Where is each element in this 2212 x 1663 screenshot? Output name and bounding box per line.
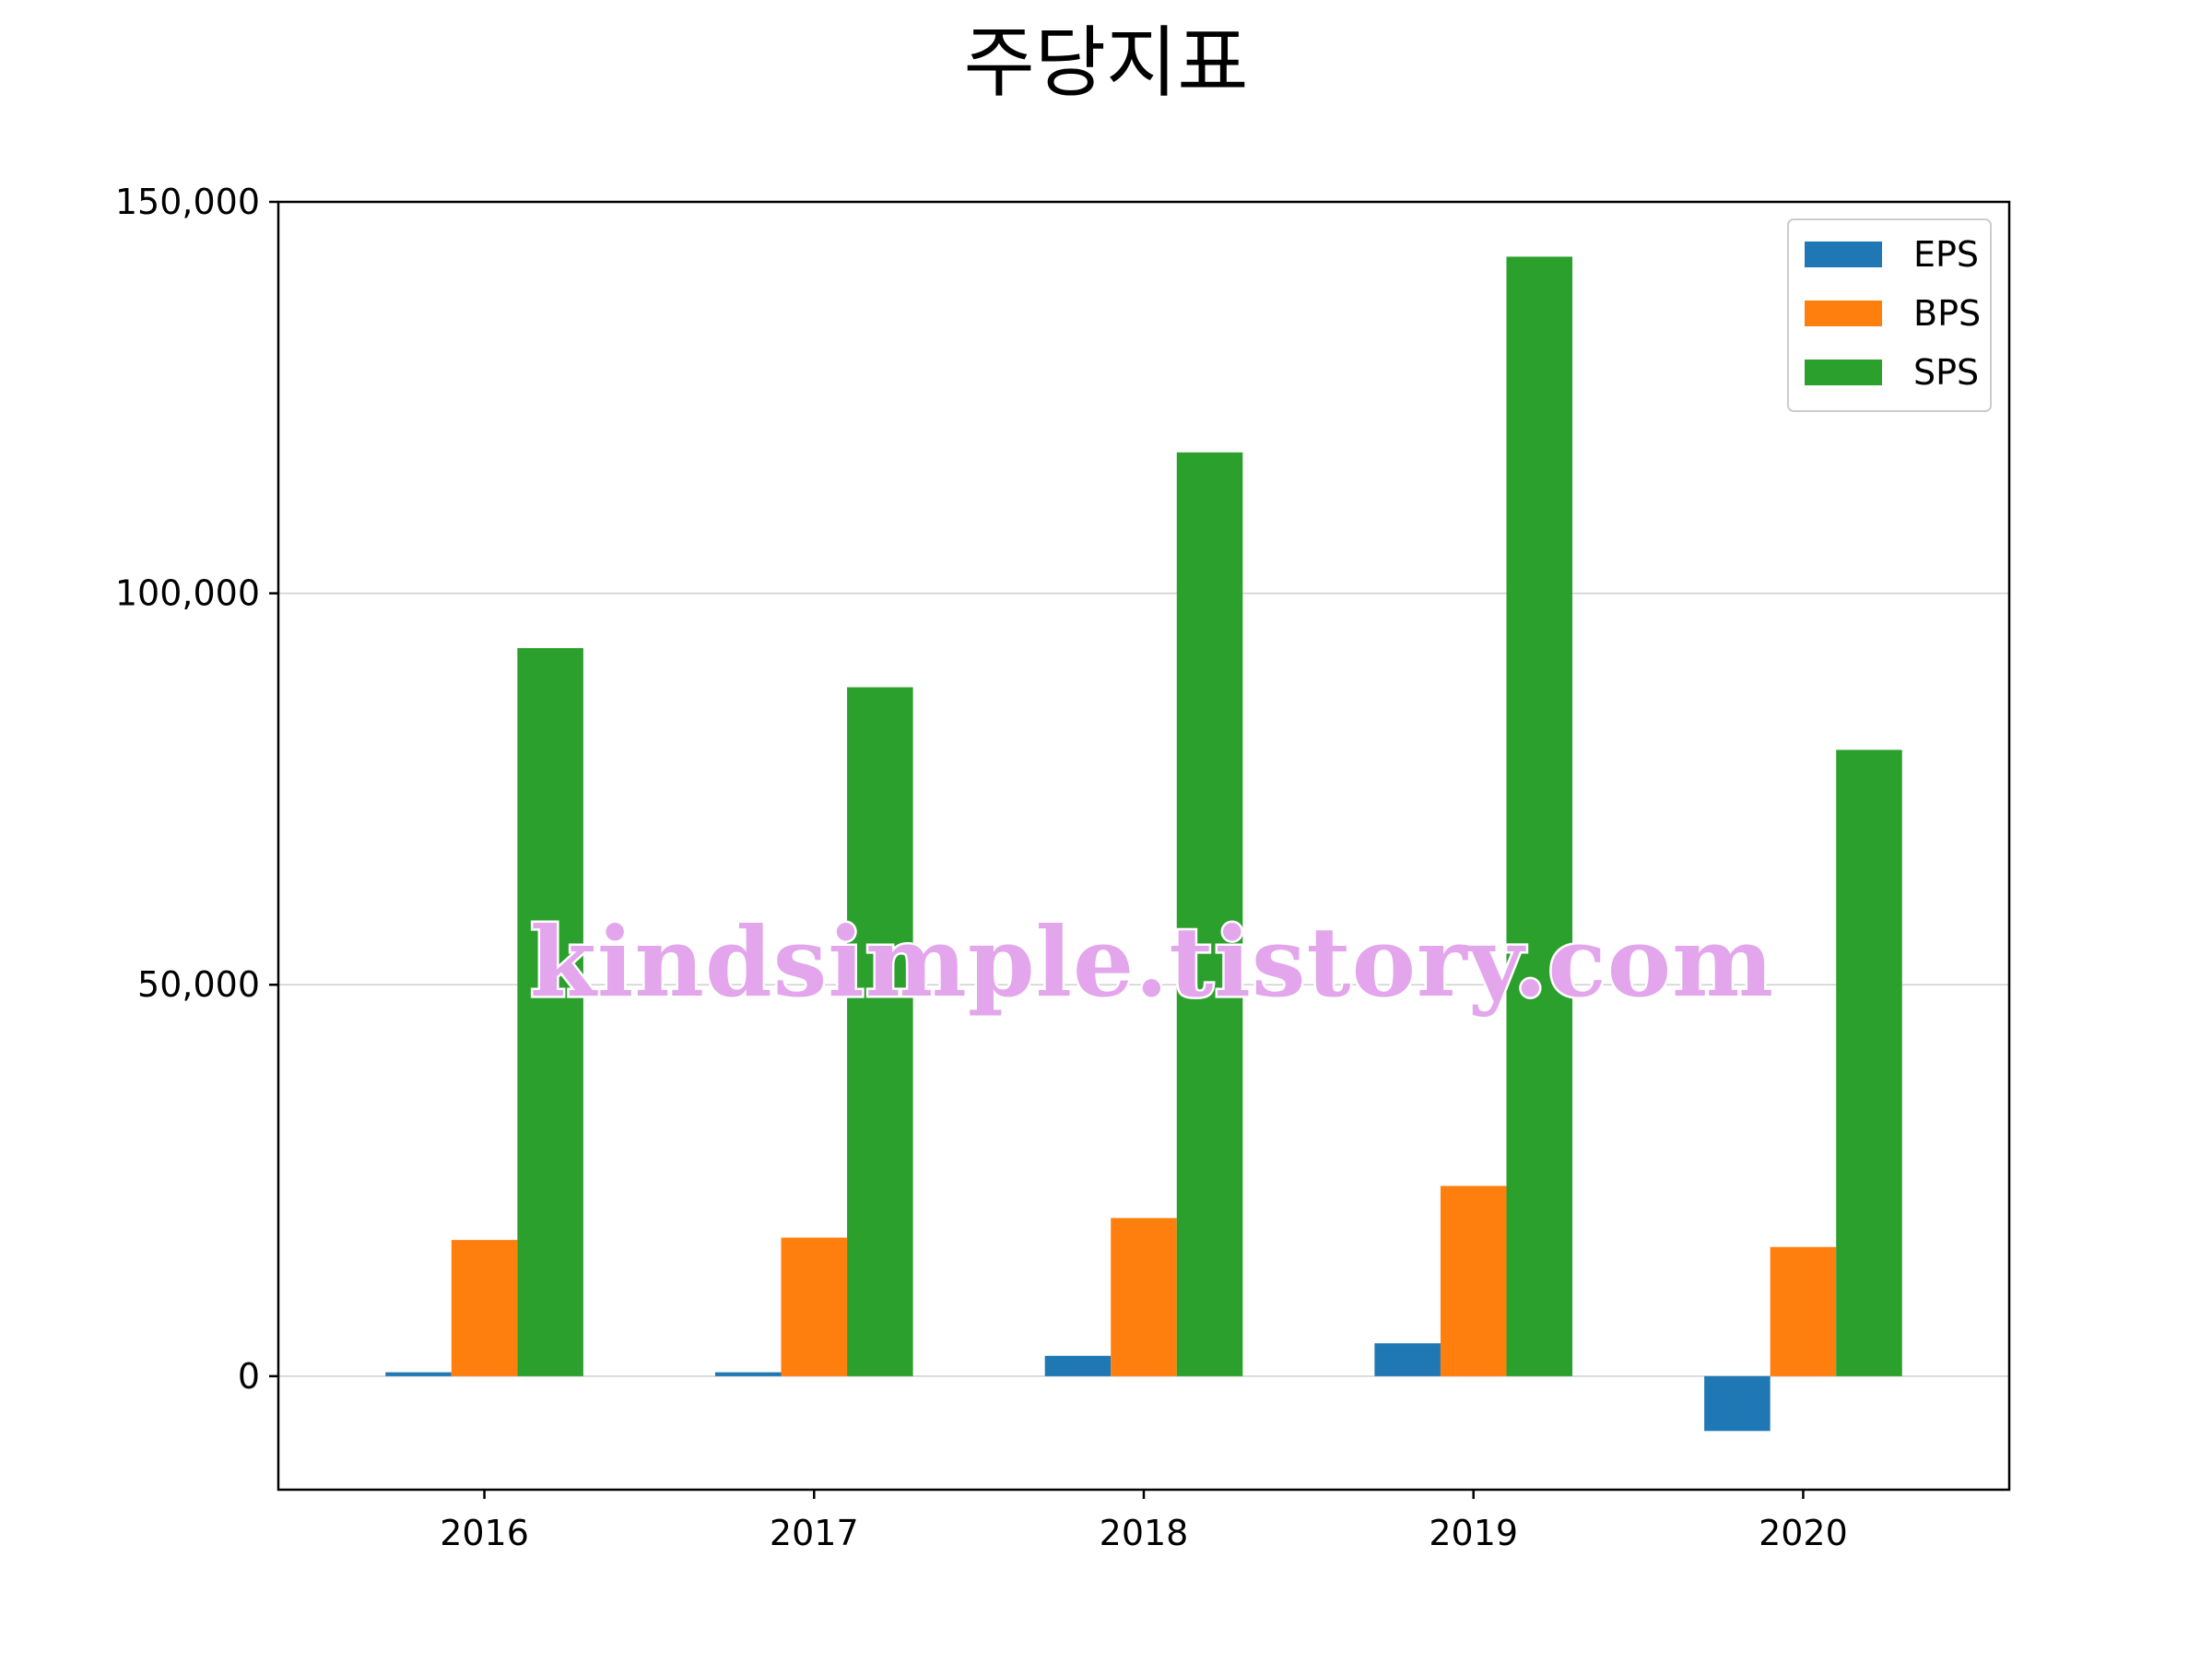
- bar-eps-2017: [714, 1372, 782, 1376]
- y-tick-label: 100,000: [115, 573, 260, 614]
- x-tick-label: 2019: [1429, 1513, 1518, 1553]
- x-axis-ticks: 2016 2017 2018 2019 2020: [440, 1490, 1848, 1553]
- legend-swatch-bps: [1805, 301, 1882, 326]
- x-tick-label: 2020: [1759, 1513, 1848, 1553]
- bar-bps-2020: [1770, 1246, 1837, 1376]
- x-tick-label: 2018: [1100, 1513, 1189, 1553]
- bar-sps-2019: [1506, 256, 1573, 1376]
- x-tick-label: 2017: [770, 1513, 859, 1553]
- chart-title: 주당지표: [963, 18, 1248, 108]
- legend-label-bps: BPS: [1913, 293, 1981, 334]
- bar-bps-2018: [1111, 1218, 1177, 1376]
- legend-swatch-sps: [1805, 360, 1882, 385]
- y-axis-ticks: 0 50,000 100,000 150,000: [115, 182, 278, 1397]
- bar-bps-2019: [1440, 1185, 1507, 1376]
- y-tick-label: 0: [238, 1356, 260, 1397]
- legend-label-sps: SPS: [1913, 352, 1979, 393]
- bar-eps-2018: [1044, 1355, 1112, 1376]
- bar-sps-2016: [517, 648, 583, 1376]
- legend: EPS BPS SPS: [1787, 218, 1992, 412]
- watermark-text: kindsimple.tistory.com: [530, 905, 1774, 1019]
- y-tick-label: 50,000: [137, 964, 260, 1005]
- bar-eps-2020: [1704, 1375, 1771, 1432]
- bar-bps-2016: [451, 1240, 518, 1376]
- bar-sps-2018: [1176, 452, 1243, 1376]
- bar-sps-2017: [847, 687, 913, 1376]
- bars: [385, 256, 1902, 1432]
- bar-sps-2020: [1836, 749, 1902, 1376]
- x-tick-label: 2016: [440, 1513, 529, 1553]
- legend-swatch-eps: [1805, 242, 1882, 267]
- bar-eps-2019: [1374, 1343, 1441, 1376]
- legend-label-eps: EPS: [1913, 234, 1979, 275]
- bar-eps-2016: [385, 1372, 452, 1376]
- bar-bps-2017: [781, 1237, 848, 1376]
- y-tick-label: 150,000: [115, 182, 260, 222]
